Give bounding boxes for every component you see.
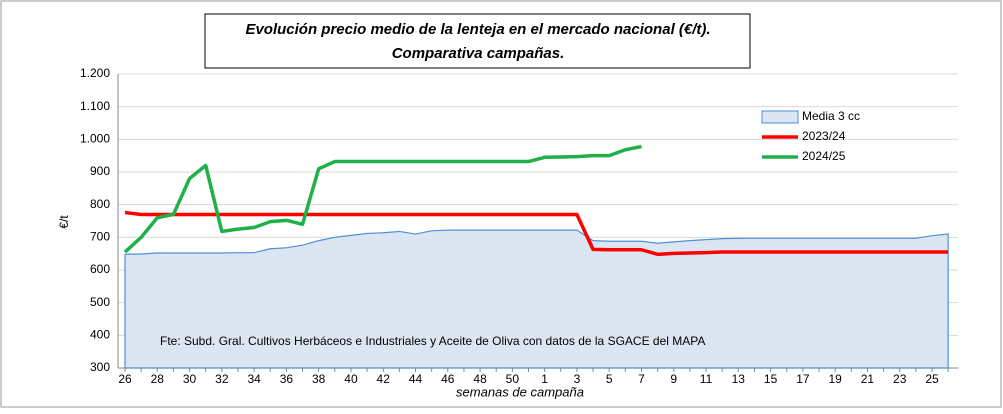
x-tick-label: 7 [638, 372, 645, 386]
x-axis-label: semanas de campaña [456, 384, 584, 399]
x-tick-label: 34 [247, 372, 261, 386]
x-tick-label: 32 [215, 372, 229, 386]
x-tick-label: 44 [409, 372, 423, 386]
x-tick-label: 1 [541, 372, 548, 386]
x-tick-label: 9 [670, 372, 677, 386]
x-tick-label: 46 [441, 372, 455, 386]
annotation: Fte: Subd. Gral. Cultivos Herbáceos e In… [160, 334, 705, 348]
line [124, 210, 949, 257]
x-tick-label: 3 [574, 372, 581, 386]
area [124, 229, 949, 369]
legend-label: 2024/25 [802, 149, 846, 163]
y-tick-label: 500 [90, 295, 110, 309]
x-tick-label: 30 [183, 372, 197, 386]
chart-subtitle: Comparativa campañas. [392, 45, 565, 62]
x-tick-label: 19 [828, 372, 842, 386]
y-axis-label: €/t [57, 215, 71, 229]
x-tick-label: 23 [893, 372, 907, 386]
y-tick-label: 800 [90, 197, 110, 211]
line [123, 144, 642, 254]
y-tick-label: 1.000 [80, 132, 110, 146]
x-tick-label: 40 [344, 372, 358, 386]
x-tick-label: 25 [925, 372, 939, 386]
legend-label: Media 3 cc [802, 109, 860, 123]
x-tick-label: 17 [796, 372, 810, 386]
x-tick-label: 42 [377, 372, 391, 386]
y-tick-label: 300 [90, 360, 110, 374]
x-tick-label: 21 [861, 372, 875, 386]
title-box [204, 13, 751, 69]
x-tick-label: 48 [473, 372, 487, 386]
y-tick-label: 700 [90, 230, 110, 244]
legend-label: 2023/24 [802, 129, 846, 143]
y-tick-label: 1.100 [80, 99, 110, 113]
x-tick-label: 13 [732, 372, 746, 386]
legend-swatch [761, 110, 799, 124]
x-tick-label: 11 [700, 372, 713, 386]
y-tick-label: 600 [90, 262, 110, 276]
y-tick-label: 400 [90, 328, 110, 342]
x-tick-label: 28 [151, 372, 165, 386]
y-tick-label: 1.200 [80, 66, 110, 80]
chart-title: Evolución precio medio de la lenteja en … [245, 21, 710, 38]
x-tick-label: 15 [764, 372, 778, 386]
x-tick-label: 5 [606, 372, 613, 386]
x-tick-label: 26 [118, 372, 132, 386]
y-tick-label: 900 [90, 164, 110, 178]
x-tick-label: 38 [312, 372, 326, 386]
x-tick-label: 50 [506, 372, 520, 386]
x-tick-label: 36 [280, 372, 294, 386]
